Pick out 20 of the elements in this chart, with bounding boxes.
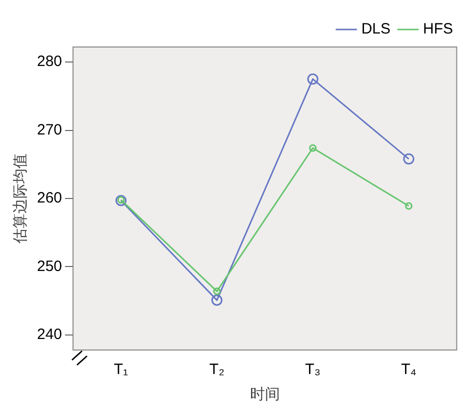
y-axis-title: 估算边际均值 <box>10 154 29 244</box>
x-axis-title: 时间 <box>250 384 280 403</box>
legend-label: HFS <box>423 20 453 38</box>
point <box>307 74 318 85</box>
point <box>213 288 221 296</box>
x-tick-label: T₁ <box>114 361 128 378</box>
y-tick-label: 270 <box>36 121 62 138</box>
x-tick-label: T₃ <box>305 361 320 378</box>
point <box>211 294 222 306</box>
y-tick-label: 250 <box>36 258 62 275</box>
point <box>115 195 127 206</box>
x-tick-label: T₄ <box>401 361 416 378</box>
y-tick-label: 260 <box>36 190 62 207</box>
point <box>404 202 412 210</box>
point <box>403 153 414 164</box>
point <box>309 144 317 152</box>
legend-label: DLS <box>361 20 391 38</box>
x-tick-label: T₂ <box>209 361 225 378</box>
y-tick-label: 280 <box>36 53 62 70</box>
y-tick-label: 240 <box>36 326 62 344</box>
